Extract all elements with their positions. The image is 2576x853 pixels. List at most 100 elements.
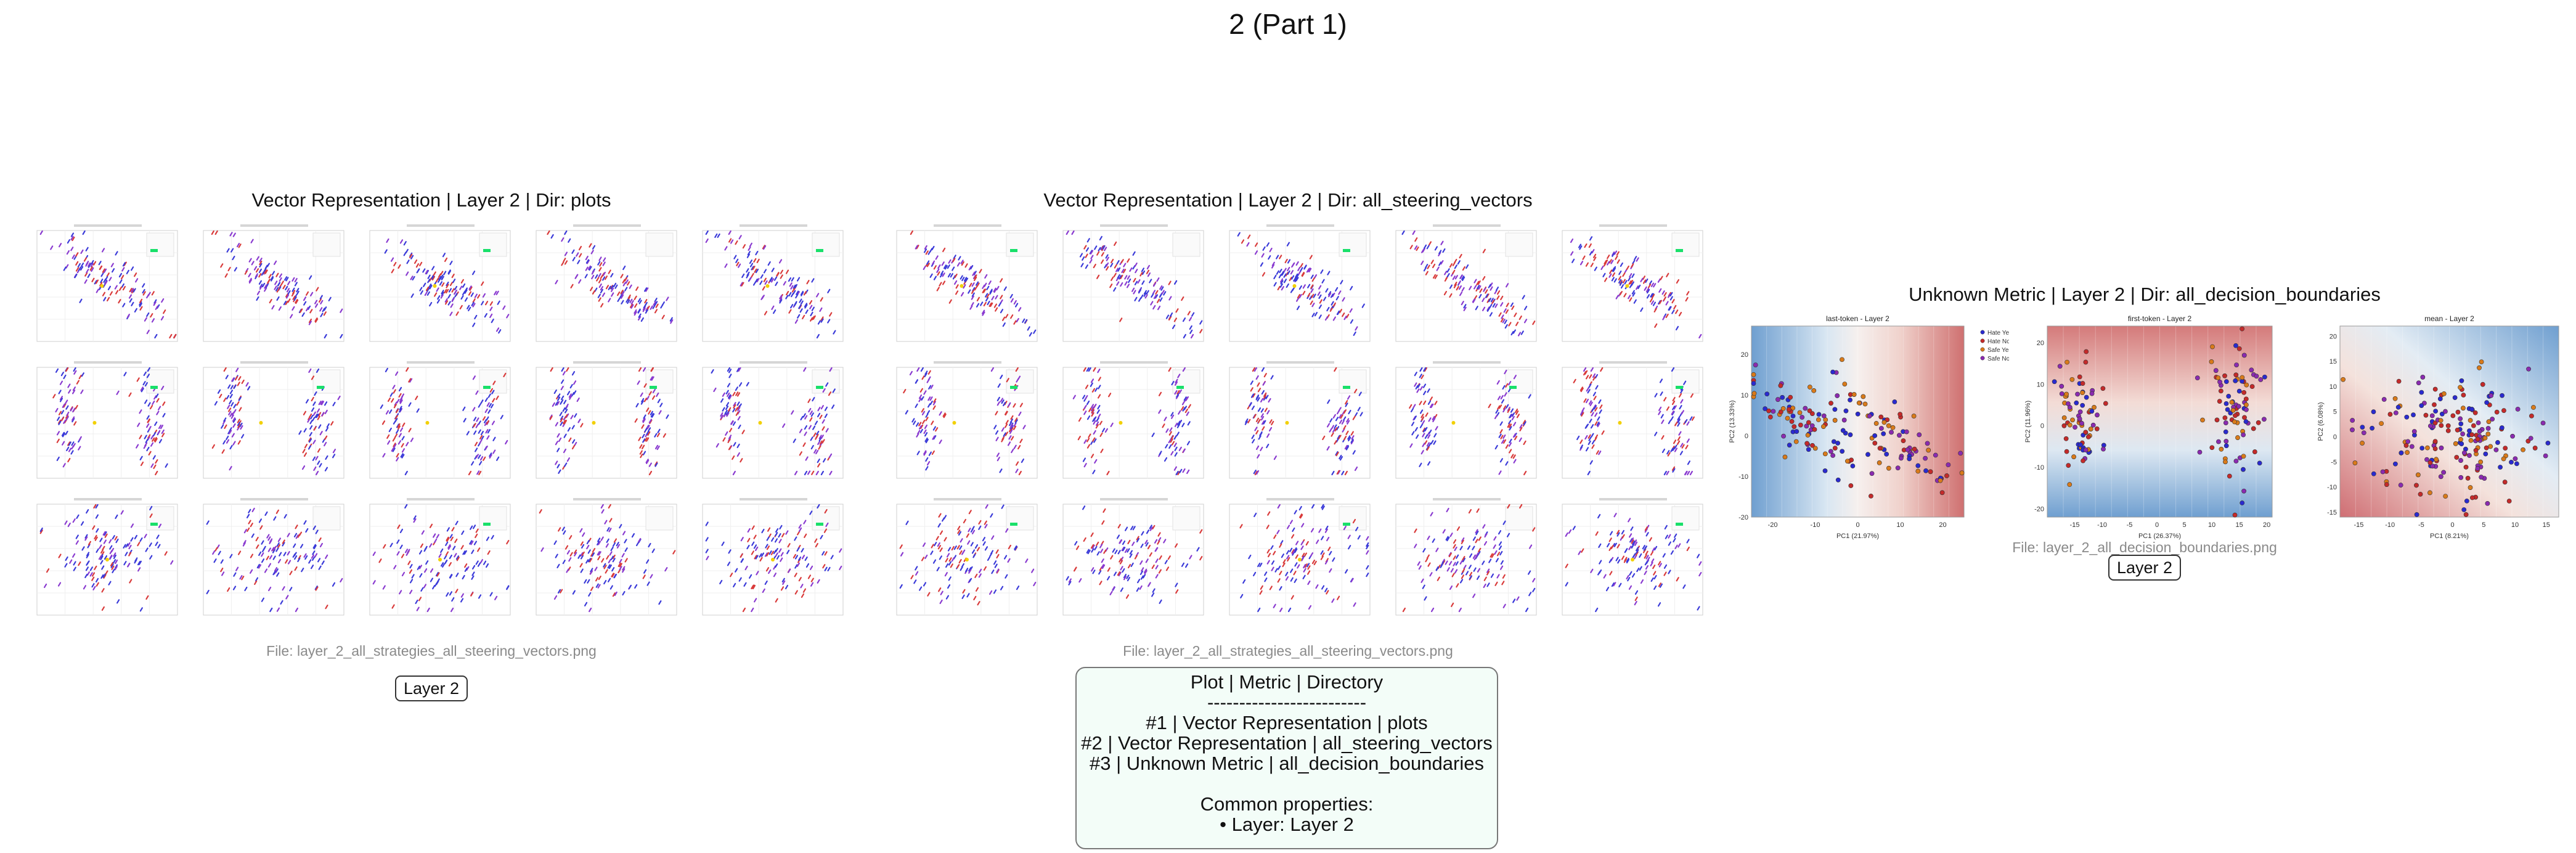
data-point (1457, 260, 1461, 265)
legend-box (146, 232, 174, 257)
data-point (1578, 243, 1582, 248)
data-point (309, 275, 312, 280)
data-point (237, 422, 241, 426)
data-point (2467, 453, 2472, 458)
data-point (1751, 391, 1757, 396)
data-point (1507, 388, 1512, 393)
data-point (255, 577, 259, 582)
data-point (2361, 430, 2366, 436)
data-point (440, 274, 444, 279)
data-point (720, 414, 724, 419)
data-point (495, 290, 499, 295)
data-point (1019, 438, 1023, 444)
data-point (1117, 274, 1120, 279)
data-point (751, 525, 755, 530)
data-point (600, 536, 604, 541)
data-point (1149, 526, 1153, 531)
data-point (957, 529, 961, 534)
data-point (942, 412, 946, 417)
data-point (578, 245, 582, 251)
data-point (478, 420, 481, 425)
data-point (256, 296, 259, 301)
data-point (464, 567, 468, 572)
data-point (2235, 435, 2240, 440)
data-point (2241, 467, 2246, 472)
data-point (1295, 554, 1298, 559)
data-point (1172, 324, 1176, 329)
data-point (2217, 399, 2222, 404)
data-point (555, 422, 558, 426)
data-point (229, 232, 233, 237)
data-point (486, 416, 489, 421)
data-point (2411, 412, 2416, 418)
data-point (755, 555, 759, 560)
data-point (1519, 426, 1523, 431)
data-point (613, 538, 618, 543)
data-point (794, 564, 798, 569)
data-point (2081, 458, 2085, 463)
data-point (578, 279, 582, 284)
data-point (139, 301, 142, 306)
data-point (98, 555, 102, 560)
data-point (314, 317, 318, 322)
data-point (1134, 280, 1138, 285)
data-point (1093, 263, 1096, 269)
data-point (2084, 394, 2089, 400)
data-point (1351, 435, 1355, 440)
data-point (2214, 417, 2220, 423)
data-point (454, 285, 458, 291)
data-point (756, 258, 760, 263)
data-point (1359, 412, 1363, 417)
data-point (408, 428, 412, 433)
data-point (1255, 375, 1259, 380)
data-point (1502, 574, 1506, 579)
data-point (796, 547, 800, 552)
data-point (1475, 306, 1478, 311)
data-point (1171, 441, 1175, 446)
data-point (1580, 410, 1584, 415)
data-point (1170, 412, 1174, 417)
data-point (1430, 259, 1434, 264)
data-point (1345, 430, 1349, 435)
subplot (702, 498, 844, 616)
data-point (1136, 587, 1139, 592)
data-point (2485, 431, 2491, 437)
data-point (589, 266, 592, 271)
data-point (612, 558, 616, 563)
data-point (736, 443, 740, 449)
data-point (1260, 408, 1264, 413)
data-point (2405, 450, 2410, 455)
data-point (995, 549, 999, 554)
data-point (1597, 513, 1601, 519)
data-point (1591, 407, 1595, 412)
data-point (324, 441, 327, 447)
data-point (1282, 559, 1286, 564)
data-point (1663, 397, 1667, 402)
data-point (450, 303, 454, 308)
data-point (634, 311, 637, 316)
data-point (982, 541, 986, 546)
data-point (293, 533, 298, 537)
data-point (634, 303, 638, 308)
data-point (1514, 408, 1518, 414)
data-point (644, 428, 648, 433)
data-point (1327, 399, 1331, 404)
data-point (570, 415, 574, 420)
data-point (631, 533, 635, 538)
data-point (1142, 574, 1146, 579)
data-point (2258, 377, 2264, 382)
data-point (395, 409, 399, 414)
data-point (259, 260, 263, 266)
data-point (1764, 391, 1770, 397)
data-point (825, 428, 829, 433)
data-point (1576, 435, 1580, 441)
steering-vector-marker (765, 284, 770, 288)
data-point (1098, 377, 1101, 382)
data-point (485, 563, 489, 568)
data-point (1307, 580, 1311, 586)
data-point (477, 547, 481, 552)
data-point (2219, 446, 2224, 452)
data-point (1440, 240, 1444, 245)
data-point (1254, 426, 1258, 431)
subplot-title-placeholder (407, 361, 475, 364)
